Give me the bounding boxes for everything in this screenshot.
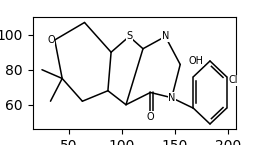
Text: O: O	[47, 35, 55, 45]
Text: OH: OH	[189, 56, 204, 66]
Text: Cl: Cl	[229, 75, 238, 85]
Text: S: S	[126, 31, 132, 41]
Text: O: O	[147, 112, 154, 122]
Text: N: N	[162, 31, 169, 41]
Text: N: N	[168, 93, 175, 103]
